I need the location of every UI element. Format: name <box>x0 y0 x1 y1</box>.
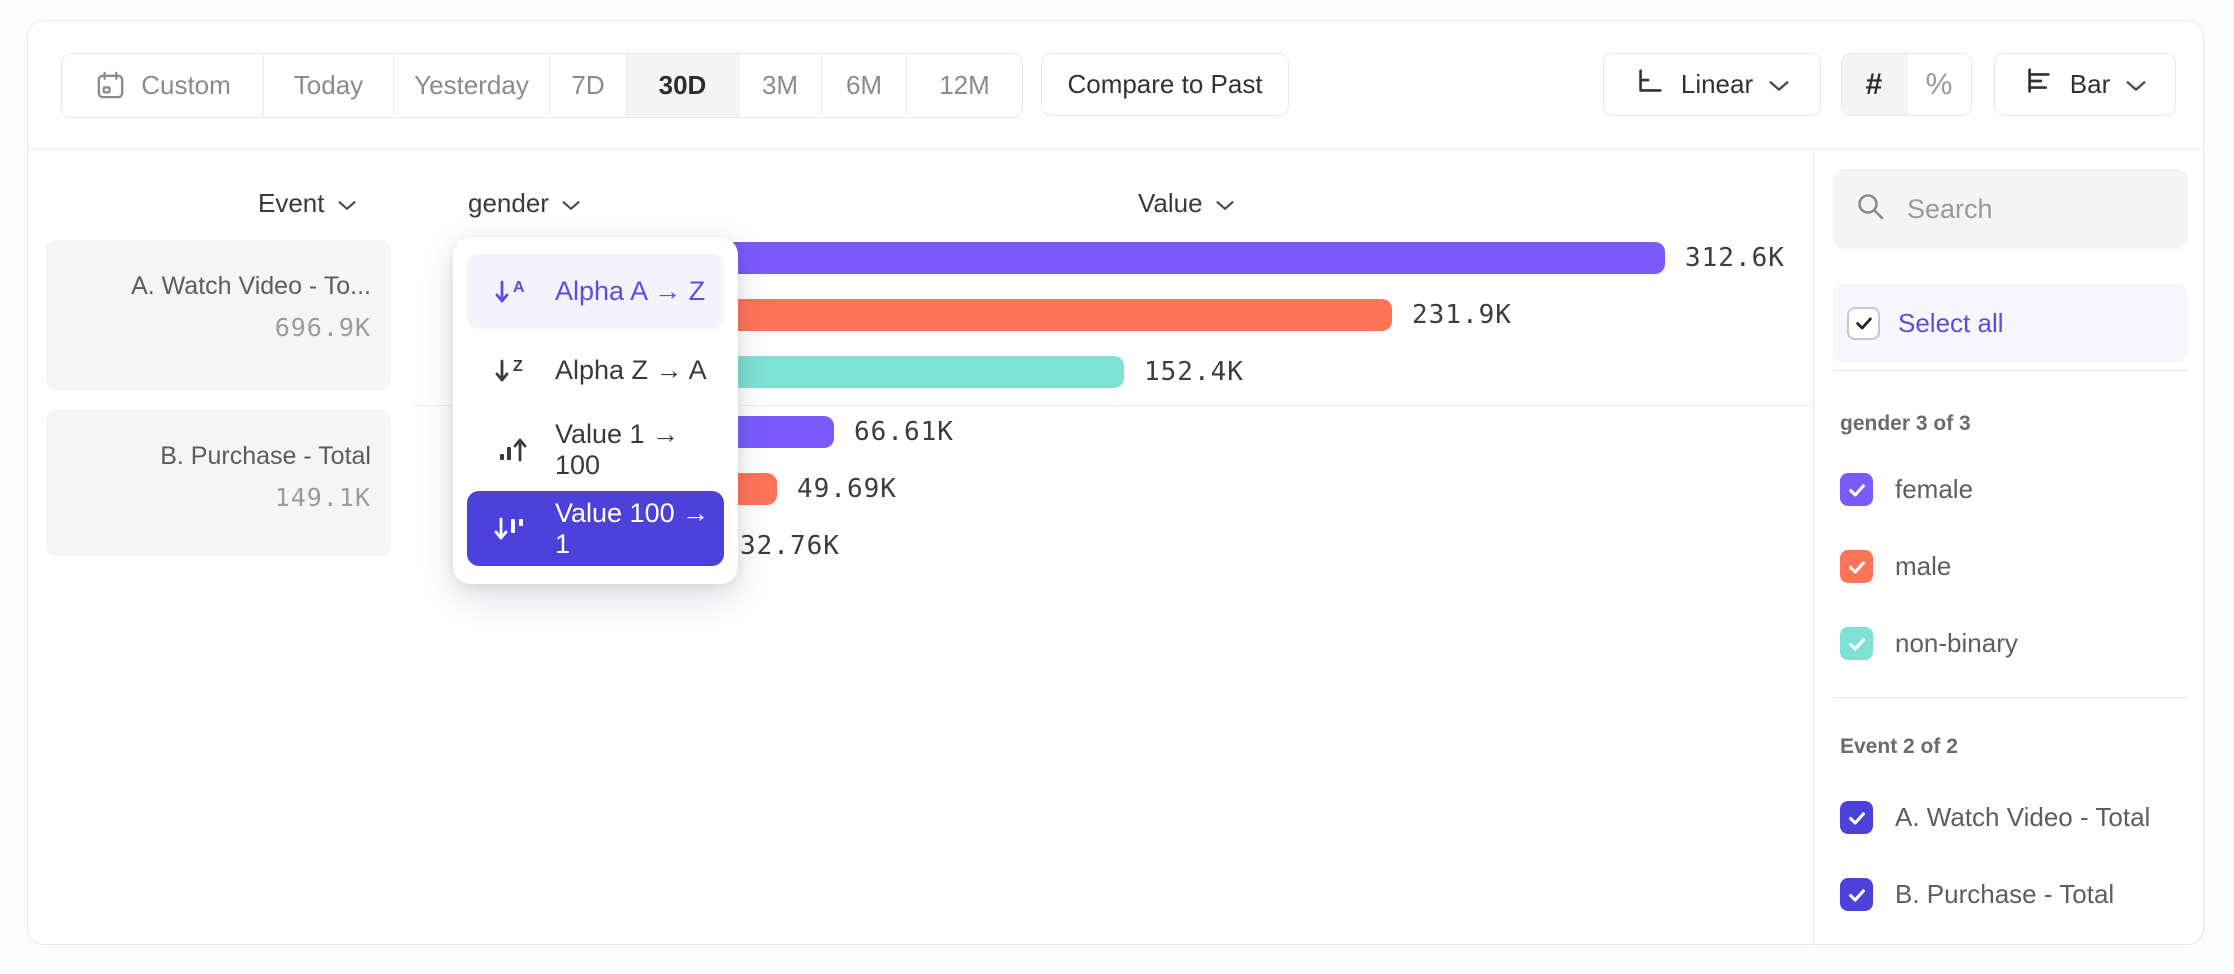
column-header-event-label: Event <box>258 187 325 218</box>
breakdown-sidebar: Select all gender 3 of 3 female male non-bi… <box>1813 148 2204 945</box>
event-card-value: 149.1K <box>274 483 371 512</box>
date-range-label: 3M <box>761 70 799 100</box>
format-toggle: # % <box>1841 53 1972 116</box>
date-range-yesterday[interactable]: Yesterday <box>394 54 550 117</box>
sort-option-label: Value 1 → 100 <box>555 418 680 480</box>
scale-selector-label: Linear <box>1680 69 1754 99</box>
bar-value-label: 312.6K <box>1685 243 1785 273</box>
search-box[interactable] <box>1833 169 2188 249</box>
date-range-label: Custom <box>141 70 231 100</box>
svg-text:Z: Z <box>513 358 523 375</box>
column-header-event[interactable]: Event <box>258 187 357 219</box>
chevron-down-icon <box>1768 69 1790 100</box>
sort-option-label: Alpha Z → A <box>555 355 707 385</box>
sidebar-divider <box>1833 697 2188 698</box>
value-asc-icon <box>493 433 529 467</box>
event-card-1[interactable]: A. Watch Video - To... 696.9K <box>46 240 391 390</box>
bar-female-a-watch-video-total[interactable] <box>609 242 1665 274</box>
column-header-value[interactable]: Value <box>1138 187 1235 219</box>
date-range-7d[interactable]: 7D <box>550 54 627 117</box>
bar-value-label: 66.61K <box>854 417 954 447</box>
sidebar-item-a-watch-video-total[interactable]: A. Watch Video - Total <box>1833 779 2188 856</box>
toolbar-divider <box>28 148 2203 149</box>
chevron-down-icon <box>1215 188 1235 219</box>
sidebar-item-label: B. Purchase - Total <box>1895 879 2115 909</box>
sidebar-divider <box>1833 370 2188 371</box>
checkbox-male[interactable] <box>1840 550 1873 583</box>
date-range-label: Today <box>293 70 364 100</box>
date-range-control: Custom Today Yesterday 7D 30D 3M 6M 12M <box>61 53 1023 118</box>
sidebar-item-label: A. Watch Video - Total <box>1895 802 2151 832</box>
sidebar-item-female[interactable]: female <box>1833 451 2188 528</box>
date-range-3m[interactable]: 3M <box>739 54 822 117</box>
chart-type-selector[interactable]: Bar <box>1994 53 2176 116</box>
sort-option-alpha-asc[interactable]: A Alpha A → Z <box>467 254 724 329</box>
bar-chart-icon <box>2023 65 2055 104</box>
event-card-value: 696.9K <box>274 313 371 342</box>
column-header-breakdown-label: gender <box>468 187 549 218</box>
calendar-icon <box>94 69 127 102</box>
bar-value-label: 49.69K <box>797 474 897 504</box>
sort-option-label: Alpha A → Z <box>555 276 706 306</box>
sidebar-item-label: male <box>1895 551 1952 581</box>
date-range-label: 6M <box>845 70 883 100</box>
date-range-6m[interactable]: 6M <box>822 54 907 117</box>
chart-type-label: Bar <box>2069 69 2111 99</box>
column-header-value-label: Value <box>1138 187 1203 218</box>
sidebar-group-header: gender 3 of 3 <box>1840 412 1971 435</box>
checkbox-b-purchase-total[interactable] <box>1840 878 1873 911</box>
sidebar-item-label: non-binary <box>1895 628 2018 658</box>
sort-dropdown-menu: A Alpha A → Z Z Alpha Z → A Value 1 → 100 Val… <box>453 237 738 584</box>
compare-to-past-button[interactable]: Compare to Past <box>1041 53 1289 116</box>
date-range-label: 30D <box>658 70 707 100</box>
scale-selector[interactable]: Linear <box>1603 53 1821 116</box>
checkbox-female[interactable] <box>1840 473 1873 506</box>
event-card-name: B. Purchase - Total <box>160 442 371 470</box>
absolute-numbers-toggle[interactable]: # <box>1842 54 1907 115</box>
date-range-custom[interactable]: Custom <box>62 54 264 117</box>
date-range-label: Yesterday <box>414 70 529 100</box>
svg-text:A: A <box>513 279 525 296</box>
bar-value-label: 231.9K <box>1412 300 1512 330</box>
alpha-asc-icon: A <box>493 275 529 309</box>
sort-option-value-asc[interactable]: Value 1 → 100 <box>467 412 724 487</box>
date-range-12m[interactable]: 12M <box>907 54 1022 117</box>
select-all-row[interactable]: Select all <box>1833 284 2188 362</box>
event-card-2[interactable]: B. Purchase - Total 149.1K <box>46 410 391 556</box>
sort-option-alpha-desc[interactable]: Z Alpha Z → A <box>467 333 724 408</box>
sort-option-label: Value 100 → 1 <box>555 497 710 559</box>
date-range-label: 12M <box>939 70 990 100</box>
date-range-label: 7D <box>571 70 605 100</box>
chevron-down-icon <box>2125 69 2147 100</box>
bar-value-label: 152.4K <box>1144 357 1244 387</box>
event-card-name: A. Watch Video - To... <box>131 272 371 300</box>
sidebar-item-non-binary[interactable]: non-binary <box>1833 605 2188 682</box>
bar-male-a-watch-video-total[interactable] <box>609 299 1392 331</box>
date-range-today[interactable]: Today <box>264 54 394 117</box>
chevron-down-icon <box>337 188 357 219</box>
value-desc-icon <box>493 512 529 546</box>
group-divider <box>411 405 1813 406</box>
sidebar-item-label: female <box>1895 474 1974 504</box>
column-header-breakdown[interactable]: gender <box>468 187 581 219</box>
alpha-desc-icon: Z <box>493 354 529 388</box>
checkbox-a-watch-video-total[interactable] <box>1840 801 1873 834</box>
search-icon <box>1855 191 1887 228</box>
linear-axis-icon <box>1634 65 1666 104</box>
select-all-label: Select all <box>1898 307 2004 338</box>
sidebar-item-male[interactable]: male <box>1833 528 2188 605</box>
sidebar-group-header: Event 2 of 2 <box>1840 735 1958 758</box>
insights-card: Custom Today Yesterday 7D 30D 3M 6M 12M Compare… <box>27 20 2204 945</box>
checkbox-non-binary[interactable] <box>1840 627 1873 660</box>
sidebar-item-b-purchase-total[interactable]: B. Purchase - Total <box>1833 856 2188 933</box>
date-range-30d[interactable]: 30D <box>627 54 739 117</box>
search-input[interactable] <box>1905 192 2149 226</box>
bar-value-label: 32.76K <box>740 531 840 561</box>
select-all-checkbox[interactable] <box>1847 306 1880 340</box>
percent-toggle[interactable]: % <box>1925 67 1953 101</box>
sort-option-value-desc[interactable]: Value 100 → 1 <box>467 491 724 566</box>
chevron-down-icon <box>561 188 581 219</box>
